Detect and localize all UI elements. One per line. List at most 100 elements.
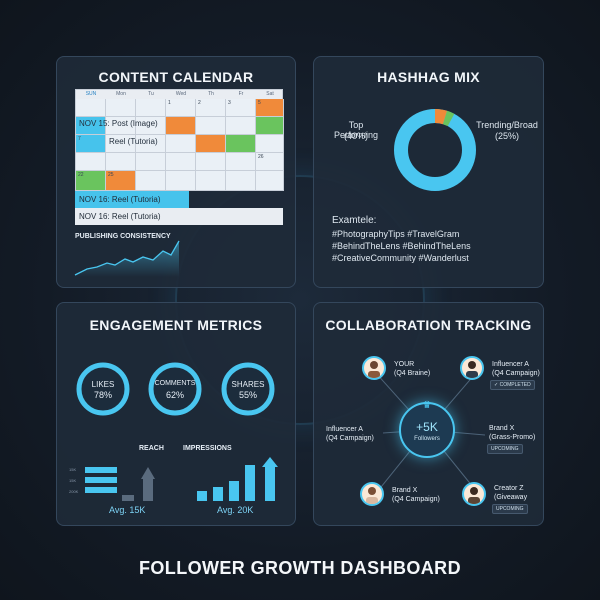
- calendar-cell[interactable]: [136, 117, 166, 135]
- person-icon: [466, 361, 478, 378]
- calendar-cell[interactable]: [76, 153, 106, 171]
- hub-label: Followers: [414, 436, 440, 442]
- likes-value: 78%: [93, 390, 112, 400]
- trending-broad-pct: (25%): [494, 131, 519, 141]
- hashtag-mix-panel: HASHHAG MIX Top Performing (40%) Trendin…: [313, 56, 544, 288]
- collaboration-tracking-title: COLLABORATION TRACKING: [325, 317, 532, 333]
- comments-value: 62%: [165, 390, 184, 400]
- calendar-cell[interactable]: [196, 153, 226, 171]
- followers-hub[interactable]: ♛ +5K Followers: [399, 400, 455, 458]
- engagement-metrics-panel: ENGAGEMENT METRICS LIKES 78% COMMENTS 62…: [56, 302, 296, 526]
- completed-badge: ✓ COMPLETED: [490, 380, 535, 390]
- calendar-cell[interactable]: [256, 171, 284, 191]
- calendar-cell[interactable]: [166, 135, 196, 153]
- calendar-cell[interactable]: 3: [226, 99, 256, 117]
- calendar-cell[interactable]: [76, 99, 106, 117]
- impressions-average: Avg. 20K: [217, 505, 254, 515]
- likes-ring: LIKES 78%: [75, 361, 131, 417]
- reach-bar-chart: [85, 467, 155, 501]
- calendar-cell[interactable]: 2: [196, 99, 226, 117]
- content-calendar-panel: CONTENT CALENDAR SUN Mon Tu Wed Th Fr Sa…: [56, 56, 296, 288]
- calendar-cell[interactable]: 25: [106, 171, 136, 191]
- reach-label: REACH: [139, 445, 164, 452]
- calendar-cell[interactable]: [226, 153, 256, 171]
- crown-icon: ♛: [422, 400, 432, 411]
- calendar-cell[interactable]: [136, 171, 166, 191]
- node-you-line2: (Q4 Braine): [394, 370, 431, 377]
- calendar-cell[interactable]: [226, 171, 256, 191]
- calendar-cell[interactable]: [196, 135, 226, 153]
- reach-tick-label: 15K: [69, 478, 77, 483]
- impressions-bar-chart: [197, 457, 278, 501]
- calendar-cell[interactable]: [136, 99, 166, 117]
- day-header-wed: Wed: [175, 91, 187, 97]
- node-influencer-a-line2: (Q4 Campaign): [492, 370, 540, 377]
- day-header-mon: Mon: [116, 91, 126, 97]
- hashtag-example-title: Examtele:: [332, 215, 377, 226]
- calendar-cell[interactable]: [166, 153, 196, 171]
- calendar-event-reel-highlight[interactable]: NOV 16: Reel (Tutoria): [75, 191, 189, 208]
- calendar-cell[interactable]: [76, 117, 106, 135]
- reach-tick-label: 15K: [69, 467, 77, 472]
- calendar-cell[interactable]: [226, 117, 256, 135]
- day-header-sat: Sat: [266, 91, 274, 97]
- trending-broad-label: Trending/Broad: [476, 120, 538, 130]
- node-left-influencer-line2: (Q4 Campaign): [326, 435, 374, 442]
- node-brand-x-line2: (Grass-Promo): [489, 434, 536, 441]
- calendar-cell[interactable]: [106, 135, 136, 153]
- day-header-fri: Fr: [238, 91, 244, 97]
- publishing-consistency-label: PUBLISHING CONSISTENCY: [75, 233, 171, 240]
- reach-tick-label: 200K: [69, 489, 79, 494]
- calendar-cell[interactable]: [226, 135, 256, 153]
- hashtag-line: #BehindTheLens #BehindTheLens: [332, 241, 471, 251]
- calendar-cell[interactable]: [106, 117, 136, 135]
- consistency-sparkline: [74, 240, 180, 277]
- calendar-cell[interactable]: [196, 117, 226, 135]
- node-creator-z-line1: Creator Z: [494, 485, 524, 492]
- background-glow-ring: [175, 175, 425, 425]
- likes-label: LIKES: [91, 380, 115, 389]
- avatar[interactable]: [460, 356, 484, 380]
- upcoming-badge: UPCOMING: [492, 504, 528, 514]
- avatar[interactable]: [360, 482, 384, 506]
- content-calendar-title: CONTENT CALENDAR: [98, 69, 254, 85]
- calendar-cell[interactable]: [196, 171, 226, 191]
- comments-label: COMMENTS: [154, 380, 196, 387]
- hub-value: +5K: [416, 420, 438, 434]
- calendar-cell[interactable]: 1: [166, 99, 196, 117]
- calendar-event-post[interactable]: NOV 15: Post (Image): [79, 119, 158, 128]
- top-performing-label: Top Performing: [333, 120, 378, 140]
- calendar-cell[interactable]: 7: [76, 135, 106, 153]
- day-header-thu: Th: [208, 91, 214, 97]
- calendar-cell[interactable]: [136, 153, 166, 171]
- hashtag-line: #CreativeCommunity #Wanderlust: [332, 253, 469, 263]
- calendar-cell[interactable]: [166, 117, 196, 135]
- avatar[interactable]: [462, 482, 486, 506]
- reach-average: Avg. 15K: [109, 505, 146, 515]
- node-creator-z-line2: (Giveaway: [494, 494, 528, 501]
- calendar-cell[interactable]: [106, 153, 136, 171]
- day-header-tue: Tu: [148, 91, 154, 97]
- shares-label: SHARES: [231, 380, 265, 389]
- person-icon: [366, 487, 378, 504]
- calendar-event-reel-2[interactable]: NOV 16: Reel (Tutoria): [75, 208, 283, 225]
- calendar-cell[interactable]: 26: [256, 153, 284, 171]
- calendar-cell[interactable]: [136, 135, 166, 153]
- calendar-cell[interactable]: [256, 117, 284, 135]
- calendar-event-reel[interactable]: Reel (Tutoria): [109, 137, 158, 146]
- calendar-cell[interactable]: [166, 171, 196, 191]
- person-icon: [368, 361, 380, 378]
- calendar-cell[interactable]: 22: [76, 171, 106, 191]
- comments-ring: COMMENTS 62%: [147, 361, 203, 417]
- day-header-sun: SUN: [85, 91, 97, 97]
- avatar[interactable]: [362, 356, 386, 380]
- calendar-cell[interactable]: [256, 135, 284, 153]
- calendar-grid: SUN Mon Tu Wed Th Fr Sat 1 2 3 5 7: [75, 89, 284, 191]
- person-icon: [468, 487, 480, 504]
- calendar-cell[interactable]: 5: [256, 99, 284, 117]
- hashtag-mix-title: HASHHAG MIX: [377, 69, 480, 85]
- impressions-label: IMPRESSIONS: [183, 445, 232, 452]
- node-brand-x2-line1: Brand X: [392, 487, 418, 494]
- node-brand-x-line1: Brand X: [489, 425, 515, 432]
- calendar-cell[interactable]: [106, 99, 136, 117]
